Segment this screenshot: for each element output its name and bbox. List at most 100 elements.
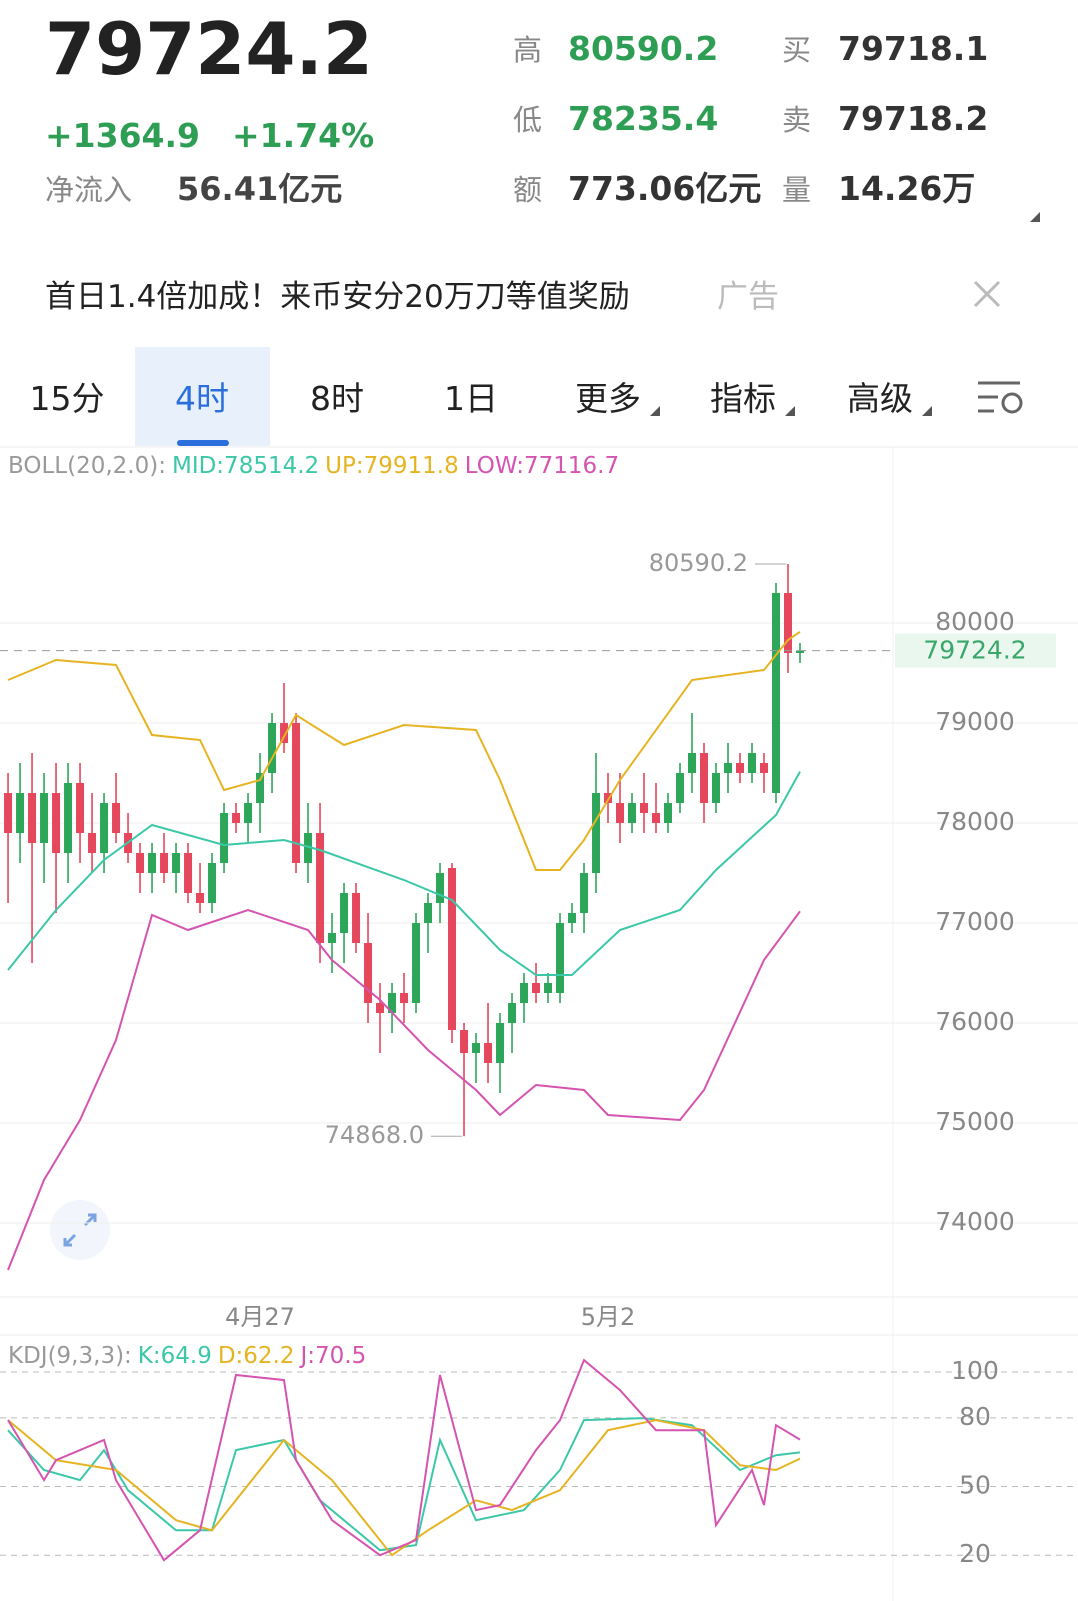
candle-body (112, 803, 121, 833)
candle-body (556, 923, 565, 993)
candle-body (40, 793, 49, 843)
change: +1364.9 (45, 116, 200, 155)
candle-body (496, 1023, 505, 1063)
candle-body (52, 793, 61, 853)
indicator-line (7, 1417, 801, 1552)
legend-entry: K:64.9 (138, 1343, 212, 1369)
candle-body (424, 903, 433, 923)
net-inflow: 56.41亿元 (177, 170, 342, 208)
charts: 74000 75000 76000 77000 78000 79000 80000 4月27 5… (0, 453, 1078, 1568)
expand-button[interactable] (50, 1200, 110, 1260)
candle-body (28, 793, 37, 843)
candle-body (172, 853, 181, 873)
candle-body (220, 813, 229, 863)
candle-body (712, 773, 721, 803)
indicator-legend: BOLL(20,2.0): MID:78514.2 UP:79911.8 LOW:77… (8, 453, 619, 479)
tab[interactable]: 8时 (310, 379, 364, 418)
candle-body (364, 943, 373, 1003)
candle-body (316, 833, 325, 943)
candle-body (568, 913, 577, 923)
tab[interactable]: 15分 (30, 379, 105, 418)
legend-entry: UP:79911.8 (325, 453, 459, 479)
x-tick-label: 4月27 (225, 1303, 295, 1331)
y-tick-label: 77000 (935, 907, 1015, 936)
candle-body (376, 1003, 385, 1013)
y-tick-label: 76000 (935, 1007, 1015, 1036)
y-tick-label: 80 (959, 1402, 991, 1431)
price-tag: 79724.2 (923, 636, 1026, 665)
corner-arrow (1030, 212, 1040, 222)
candle-body (280, 723, 289, 743)
legend-entry: J:70.5 (299, 1343, 367, 1369)
indicator-line (7, 630, 801, 871)
candle-body (616, 803, 625, 823)
candle-body (184, 853, 193, 893)
candle-body (100, 803, 109, 853)
y-tick-label: 80000 (935, 607, 1015, 636)
stat-label: 量 (782, 173, 811, 207)
tabs: 15分 4时 8时 1日 更多 指标 高级 (30, 379, 932, 418)
candle-body (76, 783, 85, 833)
candle-body (676, 773, 685, 803)
stat-label: 额 (513, 173, 542, 207)
net-inflow-label: 净流入 (45, 173, 132, 207)
price: 79724.2 (45, 7, 373, 91)
candle-body (352, 893, 361, 943)
candle-body (412, 923, 421, 1003)
candle-body (16, 793, 25, 833)
candle-body (400, 993, 409, 1003)
tab[interactable]: 更多 (575, 379, 641, 418)
candle-body (64, 783, 73, 853)
tab-caret (785, 406, 795, 416)
candle-body (160, 853, 169, 873)
indicator-name: KDJ(9,3,3): (8, 1343, 132, 1369)
extreme-label: 74868.0 (325, 1121, 424, 1149)
candle-body (664, 803, 673, 823)
stat-label: 高 (513, 33, 542, 67)
candle-body (196, 893, 205, 903)
candle-body (508, 1003, 517, 1023)
candle-body (328, 933, 337, 943)
y-tick-label: 74000 (935, 1207, 1015, 1236)
candle-body (232, 813, 241, 823)
candle-body (640, 803, 649, 813)
settings-icon[interactable] (978, 381, 1023, 414)
candle-body (652, 813, 661, 823)
tab-caret (650, 406, 660, 416)
close-ad[interactable] (973, 280, 1001, 308)
y-tick-label: 50 (959, 1471, 991, 1500)
tab[interactable]: 高级 (847, 379, 913, 418)
candle-body (736, 763, 745, 773)
candle-body (304, 833, 313, 863)
price-tag-bg (895, 633, 1056, 668)
candle-body (760, 763, 769, 773)
candle-body (532, 983, 541, 993)
candle-body (88, 833, 97, 853)
ad-text[interactable]: 首日1.4倍加成！来币安分20万刀等值奖励 (45, 279, 630, 315)
candle-body (4, 793, 13, 833)
tab[interactable]: 指标 (710, 379, 776, 418)
stat-value: 79718.2 (838, 99, 988, 138)
indicator-line (7, 1358, 801, 1562)
stat-value: 78235.4 (568, 99, 718, 138)
stats: 高 80590.2 买 79718.1 低 78235.4 卖 79718.2 额 773.06亿… (513, 29, 988, 208)
candle-body (292, 723, 301, 863)
stat-value: 773.06亿元 (568, 169, 761, 208)
y-tick-label: 100 (951, 1356, 999, 1385)
stat-label: 买 (782, 33, 811, 67)
candle-body (448, 868, 457, 1030)
candle-body (796, 650, 805, 653)
tab[interactable]: 4时 (175, 379, 229, 418)
tab[interactable]: 1日 (444, 379, 498, 418)
y-tick-label: 79000 (935, 707, 1015, 736)
candle-body (436, 873, 445, 903)
candle-body (592, 793, 601, 873)
indicator-line (7, 908, 801, 1271)
candle-body (268, 723, 277, 773)
candle-body (388, 993, 397, 1013)
candle-body (460, 1030, 469, 1053)
candle-body (724, 763, 733, 773)
candle-body (688, 753, 697, 773)
candle-body (472, 1043, 481, 1053)
